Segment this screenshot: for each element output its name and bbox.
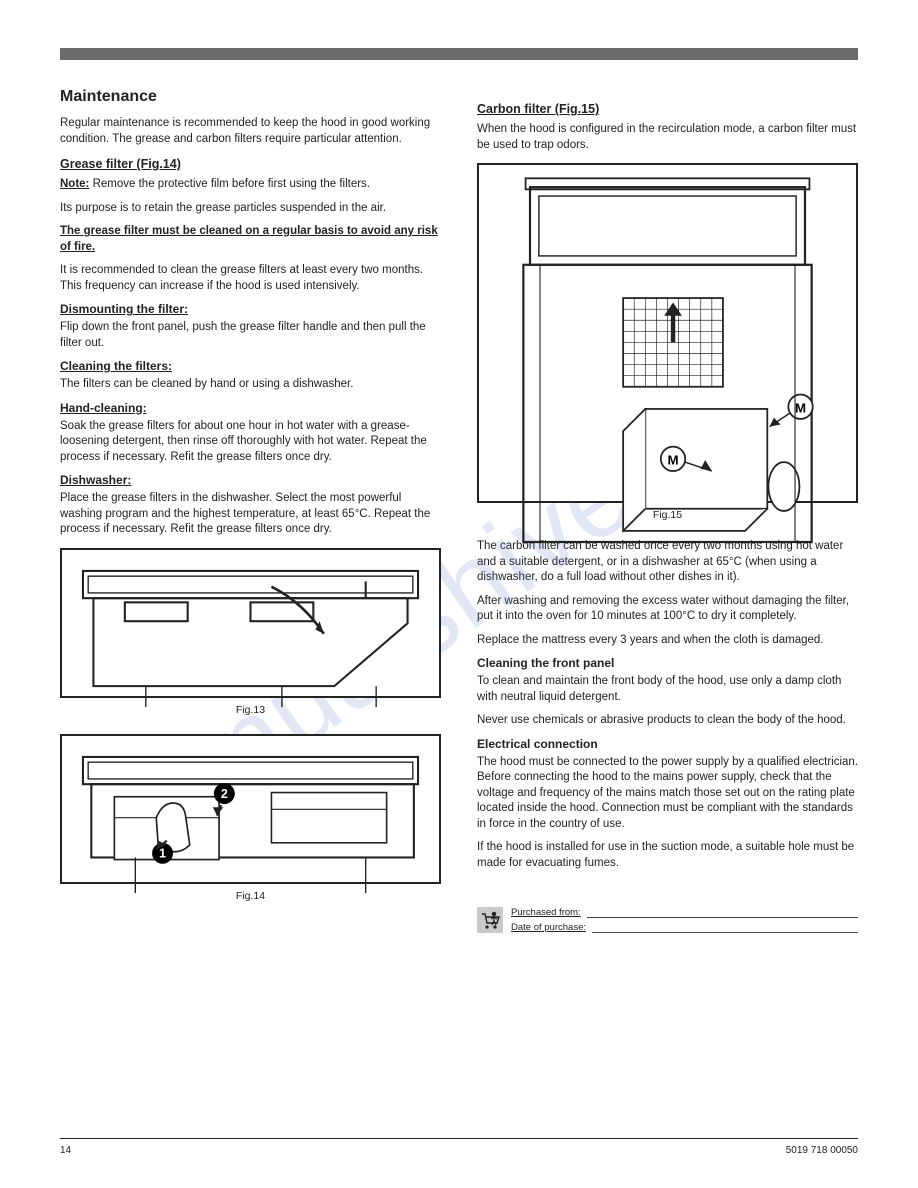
purchased-from-line [587,907,858,918]
date-purchase-label: Date of purchase: [511,922,586,933]
clean-heading: Cleaning the filters: [60,359,441,373]
svg-text:M: M [668,452,679,467]
carbon-p4: Replace the mattress every 3 years and w… [477,633,858,649]
figure-14-svg: 1 2 [62,736,439,904]
dealer-info: Purchased from: Date of purchase: [477,907,858,937]
date-purchase-line [592,922,858,933]
doc-code: 5019 718 00050 [786,1145,858,1156]
grease-clean-freq: It is recommended to clean the grease fi… [60,263,441,294]
dismount-body: Flip down the front panel, push the grea… [60,320,441,351]
figure-13 [60,548,441,698]
left-column: Maintenance Regular maintenance is recom… [60,88,441,937]
electrical-heading: Electrical connection [477,737,858,751]
date-purchase-row: Date of purchase: [511,922,858,933]
hand-heading: Hand-cleaning: [60,401,441,415]
electrical-p1: The hood must be connected to the power … [477,755,858,833]
dish-body: Place the grease filters in the dishwash… [60,491,441,538]
right-column: Carbon filter (Fig.15) When the hood is … [477,88,858,937]
figure-15: M M [477,163,858,503]
clean-body: The filters can be cleaned by hand or us… [60,377,441,393]
carbon-p1: When the hood is configured in the recir… [477,122,858,153]
intro-paragraph: Regular maintenance is recommended to ke… [60,116,441,147]
svg-text:M: M [795,400,806,415]
hand-body: Soak the grease filters for about one ho… [60,419,441,466]
dismount-heading: Dismounting the filter: [60,302,441,316]
dish-heading: Dishwasher: [60,473,441,487]
page-number: 14 [60,1145,71,1156]
figure-14: 1 2 [60,734,441,884]
cart-icon [477,907,503,933]
note-text: Remove the protective film before first … [93,178,370,190]
frontpanel-p1: To clean and maintain the front body of … [477,674,858,705]
page-footer: 14 5019 718 00050 [60,1138,858,1156]
carbon-filter-heading: Carbon filter (Fig.15) [477,102,858,116]
svg-text:1: 1 [159,846,166,860]
grease-body-1: Its purpose is to retain the grease part… [60,201,441,217]
frontpanel-p2: Never use chemicals or abrasive products… [477,713,858,729]
header-divider [60,48,858,60]
purchased-from-label: Purchased from: [511,907,581,918]
grease-filter-heading: Grease filter (Fig.14) [60,157,441,171]
note-label: Note: [60,178,89,190]
frontpanel-heading: Cleaning the front panel [477,656,858,670]
electrical-p2: If the hood is installed for use in the … [477,840,858,871]
figure-13-svg [62,550,439,718]
carbon-p3: After washing and removing the excess wa… [477,594,858,625]
grease-note: Note: Remove the protective film before … [60,177,441,193]
grease-body-2: The grease filter must be cleaned on a r… [60,224,441,255]
figure-15-svg: M M [479,165,856,564]
svg-text:2: 2 [221,787,228,801]
purchased-from-row: Purchased from: [511,907,858,918]
page-title: Maintenance [60,88,441,106]
